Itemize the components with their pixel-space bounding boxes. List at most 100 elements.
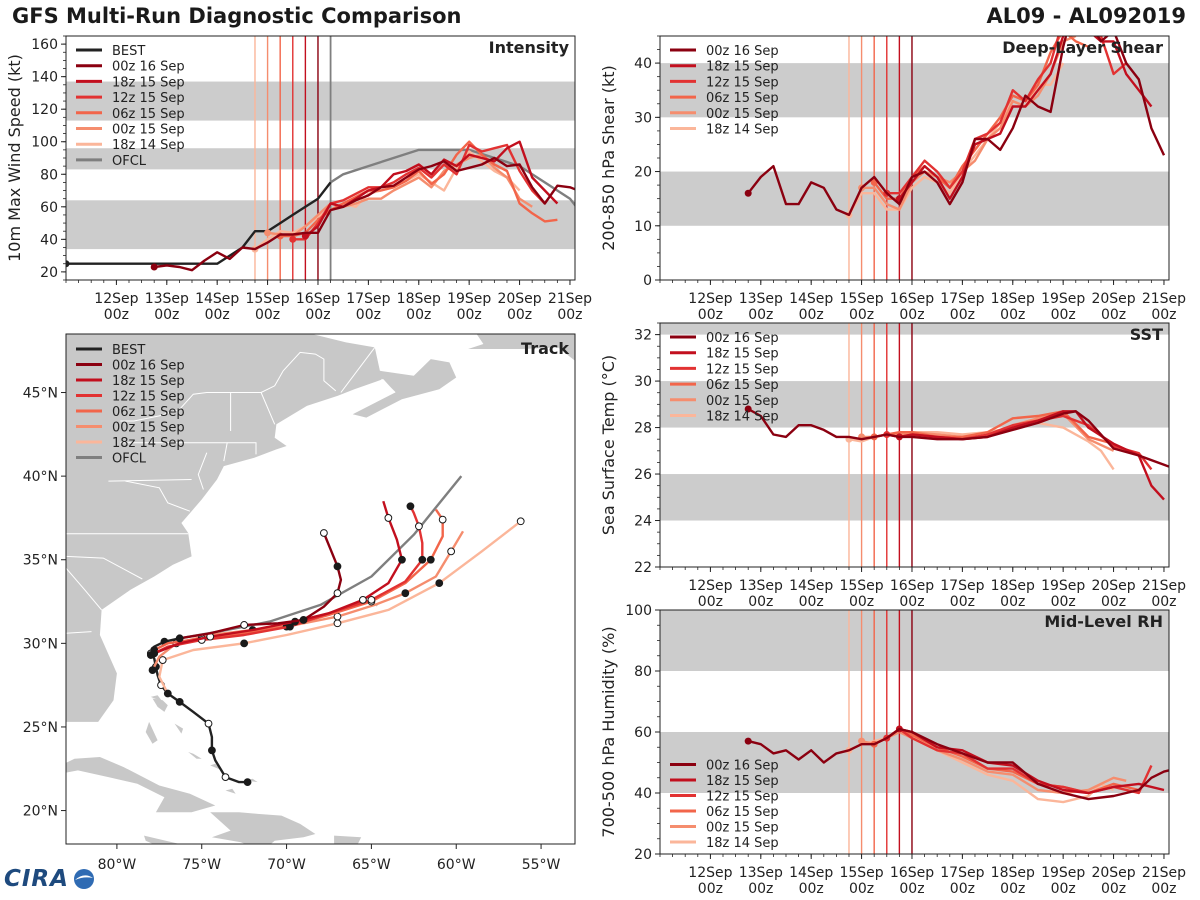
intensity-init-point — [301, 232, 309, 240]
shear-series-12z-15-Sep — [886, 36, 1127, 195]
sst-x-tick-sublabel: 00z — [799, 594, 824, 610]
track-position-marker — [435, 579, 444, 588]
track-legend-label: 06z 15 Sep — [112, 405, 185, 420]
rh-x-tick-label: 20Sep — [1091, 865, 1135, 881]
lon-tick-label: 75°W — [182, 857, 221, 873]
rh-x-tick-sublabel: 00z — [849, 881, 874, 897]
sst-x-tick-sublabel: 00z — [748, 594, 773, 610]
rh-y-axis-label: 700-500 hPa Humidity (%) — [599, 626, 618, 837]
land-mass — [245, 778, 258, 783]
shear-x-tick-sublabel: 00z — [698, 307, 723, 323]
intensity-y-tick-label: 160 — [31, 37, 58, 53]
sst-legend-label: 00z 15 Sep — [706, 394, 779, 409]
shear-series-00z-16-Sep — [747, 36, 1166, 217]
intensity-plot-area — [66, 36, 575, 280]
rh-x-tick-label: 19Sep — [1041, 865, 1085, 881]
intensity-x-tick-label: 18Sep — [397, 291, 441, 307]
intensity-x-tick-sublabel: 00z — [457, 307, 482, 323]
track-map-area — [66, 334, 575, 844]
intensity-init-point — [66, 260, 70, 268]
intensity-x-tick-label: 12Sep — [94, 291, 138, 307]
sst-x-tick-sublabel: 00z — [698, 594, 723, 610]
track-frame — [65, 333, 576, 845]
sst-y-tick-label: 30 — [634, 374, 652, 390]
intensity-y-tick-label: 20 — [40, 265, 58, 281]
track-legend-label: 18z 15 Sep — [112, 374, 185, 389]
track-12z-15-Sep — [150, 505, 424, 657]
shear-x-tick-label: 12Sep — [688, 291, 732, 307]
rh-range-band — [660, 610, 1169, 671]
sst-x-tick-label: 17Sep — [940, 578, 984, 594]
intensity-x-tick-label: 13Sep — [145, 291, 189, 307]
track-position-marker — [148, 666, 157, 674]
chart-shear: 01020304012Sep00z13Sep00z14Sep00z15Sep00… — [599, 35, 1186, 323]
track-legend-label: BEST — [112, 343, 145, 358]
intensity-x-tick-sublabel: 00z — [356, 307, 381, 323]
shear-x-tick-label: 18Sep — [991, 291, 1035, 307]
shear-legend-label: 18z 15 Sep — [706, 60, 779, 75]
intensity-y-axis-label: 10m Max Wind Speed (kt) — [5, 54, 24, 262]
shear-legend-label: 00z 15 Sep — [706, 107, 779, 122]
state-border — [381, 378, 396, 393]
rh-legend-label: 18z 15 Sep — [706, 774, 779, 789]
rh-x-tick-sublabel: 00z — [799, 881, 824, 897]
shear-init-point — [744, 189, 752, 197]
shear-x-tick-sublabel: 00z — [748, 307, 773, 323]
track-OFCL — [179, 475, 463, 640]
chart-intensity: 2040608010012014016012Sep00z13Sep00z14Se… — [5, 35, 592, 323]
state-border — [66, 631, 92, 634]
shear-x-tick-sublabel: 00z — [899, 307, 924, 323]
intensity-init-point — [150, 263, 158, 271]
intensity-x-tick-sublabel: 00z — [104, 307, 129, 323]
sst-y-tick-label: 26 — [634, 467, 652, 483]
lat-tick-label: 35°N — [23, 553, 58, 569]
shear-x-tick-label: 14Sep — [789, 291, 833, 307]
track-position-marker — [367, 595, 376, 604]
sst-x-tick-sublabel: 00z — [849, 594, 874, 610]
intensity-x-tick-label: 21Sep — [548, 291, 592, 307]
sst-x-tick-sublabel: 00z — [899, 594, 924, 610]
shear-x-tick-sublabel: 00z — [799, 307, 824, 323]
rh-legend-label: 06z 15 Sep — [706, 805, 779, 820]
intensity-y-tick-label: 120 — [31, 102, 58, 118]
shear-y-tick-label: 10 — [634, 219, 652, 235]
sst-x-tick-label: 18Sep — [991, 578, 1035, 594]
sst-y-tick-label: 32 — [634, 328, 652, 344]
sst-x-tick-sublabel: 00z — [1101, 594, 1126, 610]
intensity-series-00z-16-Sep — [154, 156, 575, 272]
shear-plot-area — [660, 36, 1169, 280]
sst-range-band — [660, 323, 1169, 335]
state-border — [260, 392, 276, 425]
sst-y-tick-label: 22 — [634, 560, 652, 576]
track-position-marker — [418, 555, 427, 564]
state-border — [66, 567, 102, 611]
shear-legend-label: 00z 16 Sep — [706, 44, 779, 59]
land-mass — [145, 721, 158, 744]
rh-init-point — [744, 737, 752, 745]
chart-rh: 2040608010012Sep00z13Sep00z14Sep00z15Sep… — [599, 603, 1186, 897]
intensity-x-tick-sublabel: 00z — [557, 307, 582, 323]
track-position-marker — [204, 719, 213, 728]
chart-track-map: 80°W 75°W 70°W 65°W 60°W 55°W 20°N 25°N 30°N 35°N… — [23, 333, 576, 873]
lat-tick-label: 45°N — [23, 386, 58, 402]
lon-tick-label: 60°W — [437, 857, 476, 873]
intensity-y-tick-label: 100 — [31, 135, 58, 151]
rh-x-tick-label: 14Sep — [789, 865, 833, 881]
track-position-marker — [240, 621, 249, 629]
shear-y-tick-label: 30 — [634, 110, 652, 126]
land-mass — [210, 812, 316, 844]
state-border — [340, 347, 376, 393]
track-position-marker — [398, 555, 406, 564]
shear-y-tick-label: 20 — [634, 165, 652, 181]
intensity-series-12z-15-Sep — [292, 143, 546, 241]
sst-x-tick-label: 20Sep — [1091, 578, 1135, 594]
state-border — [227, 442, 257, 455]
track-panel-title: Track — [521, 339, 569, 358]
rh-plot-area — [660, 610, 1169, 854]
shear-x-tick-label: 20Sep — [1091, 291, 1135, 307]
sst-x-tick-sublabel: 00z — [1051, 594, 1076, 610]
rh-x-tick-label: 16Sep — [890, 865, 934, 881]
sst-series-00z-16-Sep — [747, 407, 1169, 468]
